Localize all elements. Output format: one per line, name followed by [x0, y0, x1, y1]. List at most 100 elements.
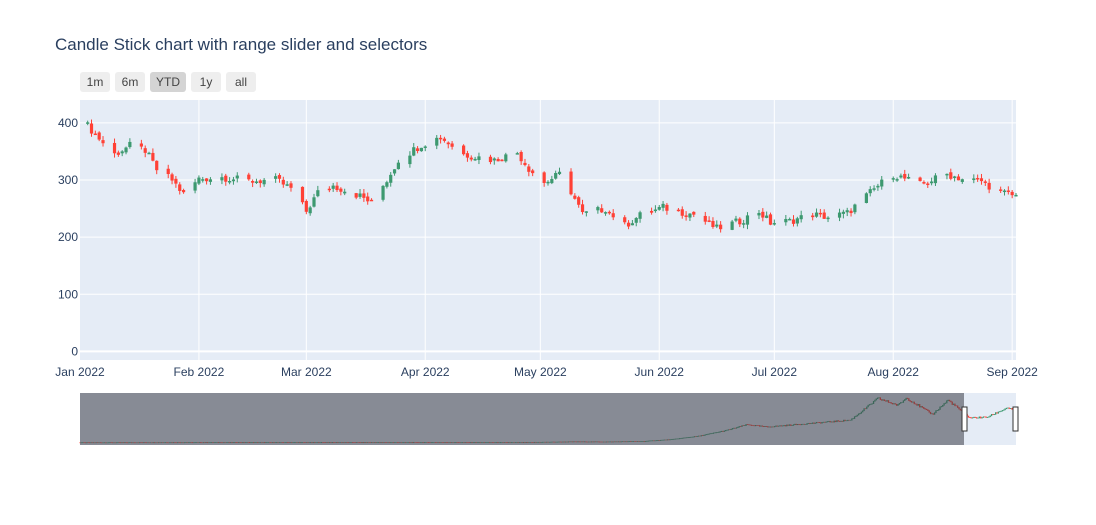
candle[interactable]: [147, 151, 151, 155]
candle[interactable]: [795, 216, 799, 227]
range-slider[interactable]: [79, 393, 1019, 445]
candle[interactable]: [112, 138, 117, 158]
candle[interactable]: [274, 173, 278, 183]
candle[interactable]: [607, 210, 611, 215]
candle[interactable]: [300, 186, 305, 205]
candle[interactable]: [596, 205, 600, 214]
candle[interactable]: [734, 215, 738, 223]
candle[interactable]: [926, 181, 930, 188]
candle[interactable]: [358, 188, 362, 199]
candle[interactable]: [354, 192, 358, 200]
candle[interactable]: [312, 193, 316, 208]
candle[interactable]: [822, 209, 826, 219]
candle[interactable]: [577, 195, 581, 208]
candle[interactable]: [462, 144, 466, 156]
candle[interactable]: [304, 199, 308, 215]
candle[interactable]: [626, 220, 631, 230]
candle[interactable]: [611, 209, 615, 221]
candle[interactable]: [496, 157, 500, 162]
range-button-all[interactable]: all: [226, 72, 256, 92]
candle[interactable]: [139, 139, 143, 150]
candle[interactable]: [891, 176, 895, 183]
candle[interactable]: [903, 169, 907, 182]
range-button-1y-bg[interactable]: [191, 72, 221, 92]
candle[interactable]: [101, 136, 105, 147]
candle[interactable]: [872, 185, 876, 192]
candle[interactable]: [953, 175, 957, 182]
candle[interactable]: [738, 217, 742, 228]
candle[interactable]: [181, 188, 186, 194]
candle[interactable]: [515, 151, 519, 155]
candle[interactable]: [876, 183, 880, 191]
candle[interactable]: [933, 173, 938, 187]
range-button-1m-bg[interactable]: [80, 72, 110, 92]
candle[interactable]: [396, 159, 400, 170]
candle[interactable]: [638, 210, 642, 223]
candle[interactable]: [630, 220, 634, 226]
candle[interactable]: [120, 150, 124, 157]
candle[interactable]: [97, 131, 101, 142]
candle[interactable]: [523, 158, 527, 167]
candle[interactable]: [960, 178, 964, 184]
candle[interactable]: [385, 180, 389, 189]
candle[interactable]: [531, 168, 535, 177]
candle[interactable]: [765, 211, 769, 219]
candle[interactable]: [258, 179, 262, 188]
candle[interactable]: [742, 219, 746, 229]
candle[interactable]: [573, 193, 577, 200]
range-slider-left-handle[interactable]: [961, 406, 968, 432]
candle[interactable]: [262, 178, 266, 187]
candle[interactable]: [235, 172, 239, 183]
candle[interactable]: [289, 181, 293, 192]
candle[interactable]: [143, 145, 147, 158]
candle[interactable]: [983, 179, 987, 186]
range-button-ytd-bg[interactable]: [150, 72, 186, 92]
candle[interactable]: [469, 155, 473, 162]
candle[interactable]: [339, 187, 343, 196]
range-slider-right-handle[interactable]: [1012, 406, 1019, 432]
candle[interactable]: [170, 172, 174, 185]
candle[interactable]: [435, 135, 439, 150]
candle[interactable]: [918, 176, 922, 182]
candle[interactable]: [864, 192, 868, 204]
candle[interactable]: [906, 173, 911, 180]
candle[interactable]: [1014, 193, 1018, 197]
candle[interactable]: [945, 173, 949, 180]
candle[interactable]: [826, 216, 830, 223]
candle[interactable]: [220, 173, 224, 185]
candle[interactable]: [772, 219, 776, 226]
candle[interactable]: [316, 185, 320, 198]
candle[interactable]: [492, 157, 496, 165]
candle[interactable]: [557, 167, 562, 176]
candle[interactable]: [930, 177, 934, 186]
candle[interactable]: [922, 180, 926, 185]
range-button-ytd[interactable]: YTD: [150, 72, 186, 92]
candle[interactable]: [818, 208, 822, 218]
candle[interactable]: [999, 186, 1003, 193]
candle[interactable]: [392, 169, 397, 176]
candle[interactable]: [841, 209, 845, 219]
candle[interactable]: [692, 211, 696, 218]
candle[interactable]: [343, 188, 347, 196]
candle[interactable]: [419, 147, 424, 152]
candle[interactable]: [853, 203, 857, 215]
candle[interactable]: [488, 154, 493, 165]
candle[interactable]: [193, 178, 197, 194]
candle[interactable]: [546, 180, 550, 186]
candle[interactable]: [715, 220, 719, 229]
candle[interactable]: [254, 178, 259, 184]
candle[interactable]: [880, 176, 884, 190]
candle[interactable]: [174, 175, 178, 188]
candle[interactable]: [408, 151, 412, 168]
candle[interactable]: [895, 177, 899, 182]
candle[interactable]: [473, 156, 477, 161]
candle[interactable]: [224, 173, 228, 186]
candle[interactable]: [178, 182, 182, 195]
candle[interactable]: [1010, 190, 1014, 199]
candle[interactable]: [438, 134, 443, 144]
range-button-6m[interactable]: 6m: [115, 72, 145, 92]
candle[interactable]: [423, 145, 427, 152]
candle[interactable]: [446, 141, 450, 149]
candle[interactable]: [231, 176, 236, 185]
candle[interactable]: [788, 217, 792, 221]
